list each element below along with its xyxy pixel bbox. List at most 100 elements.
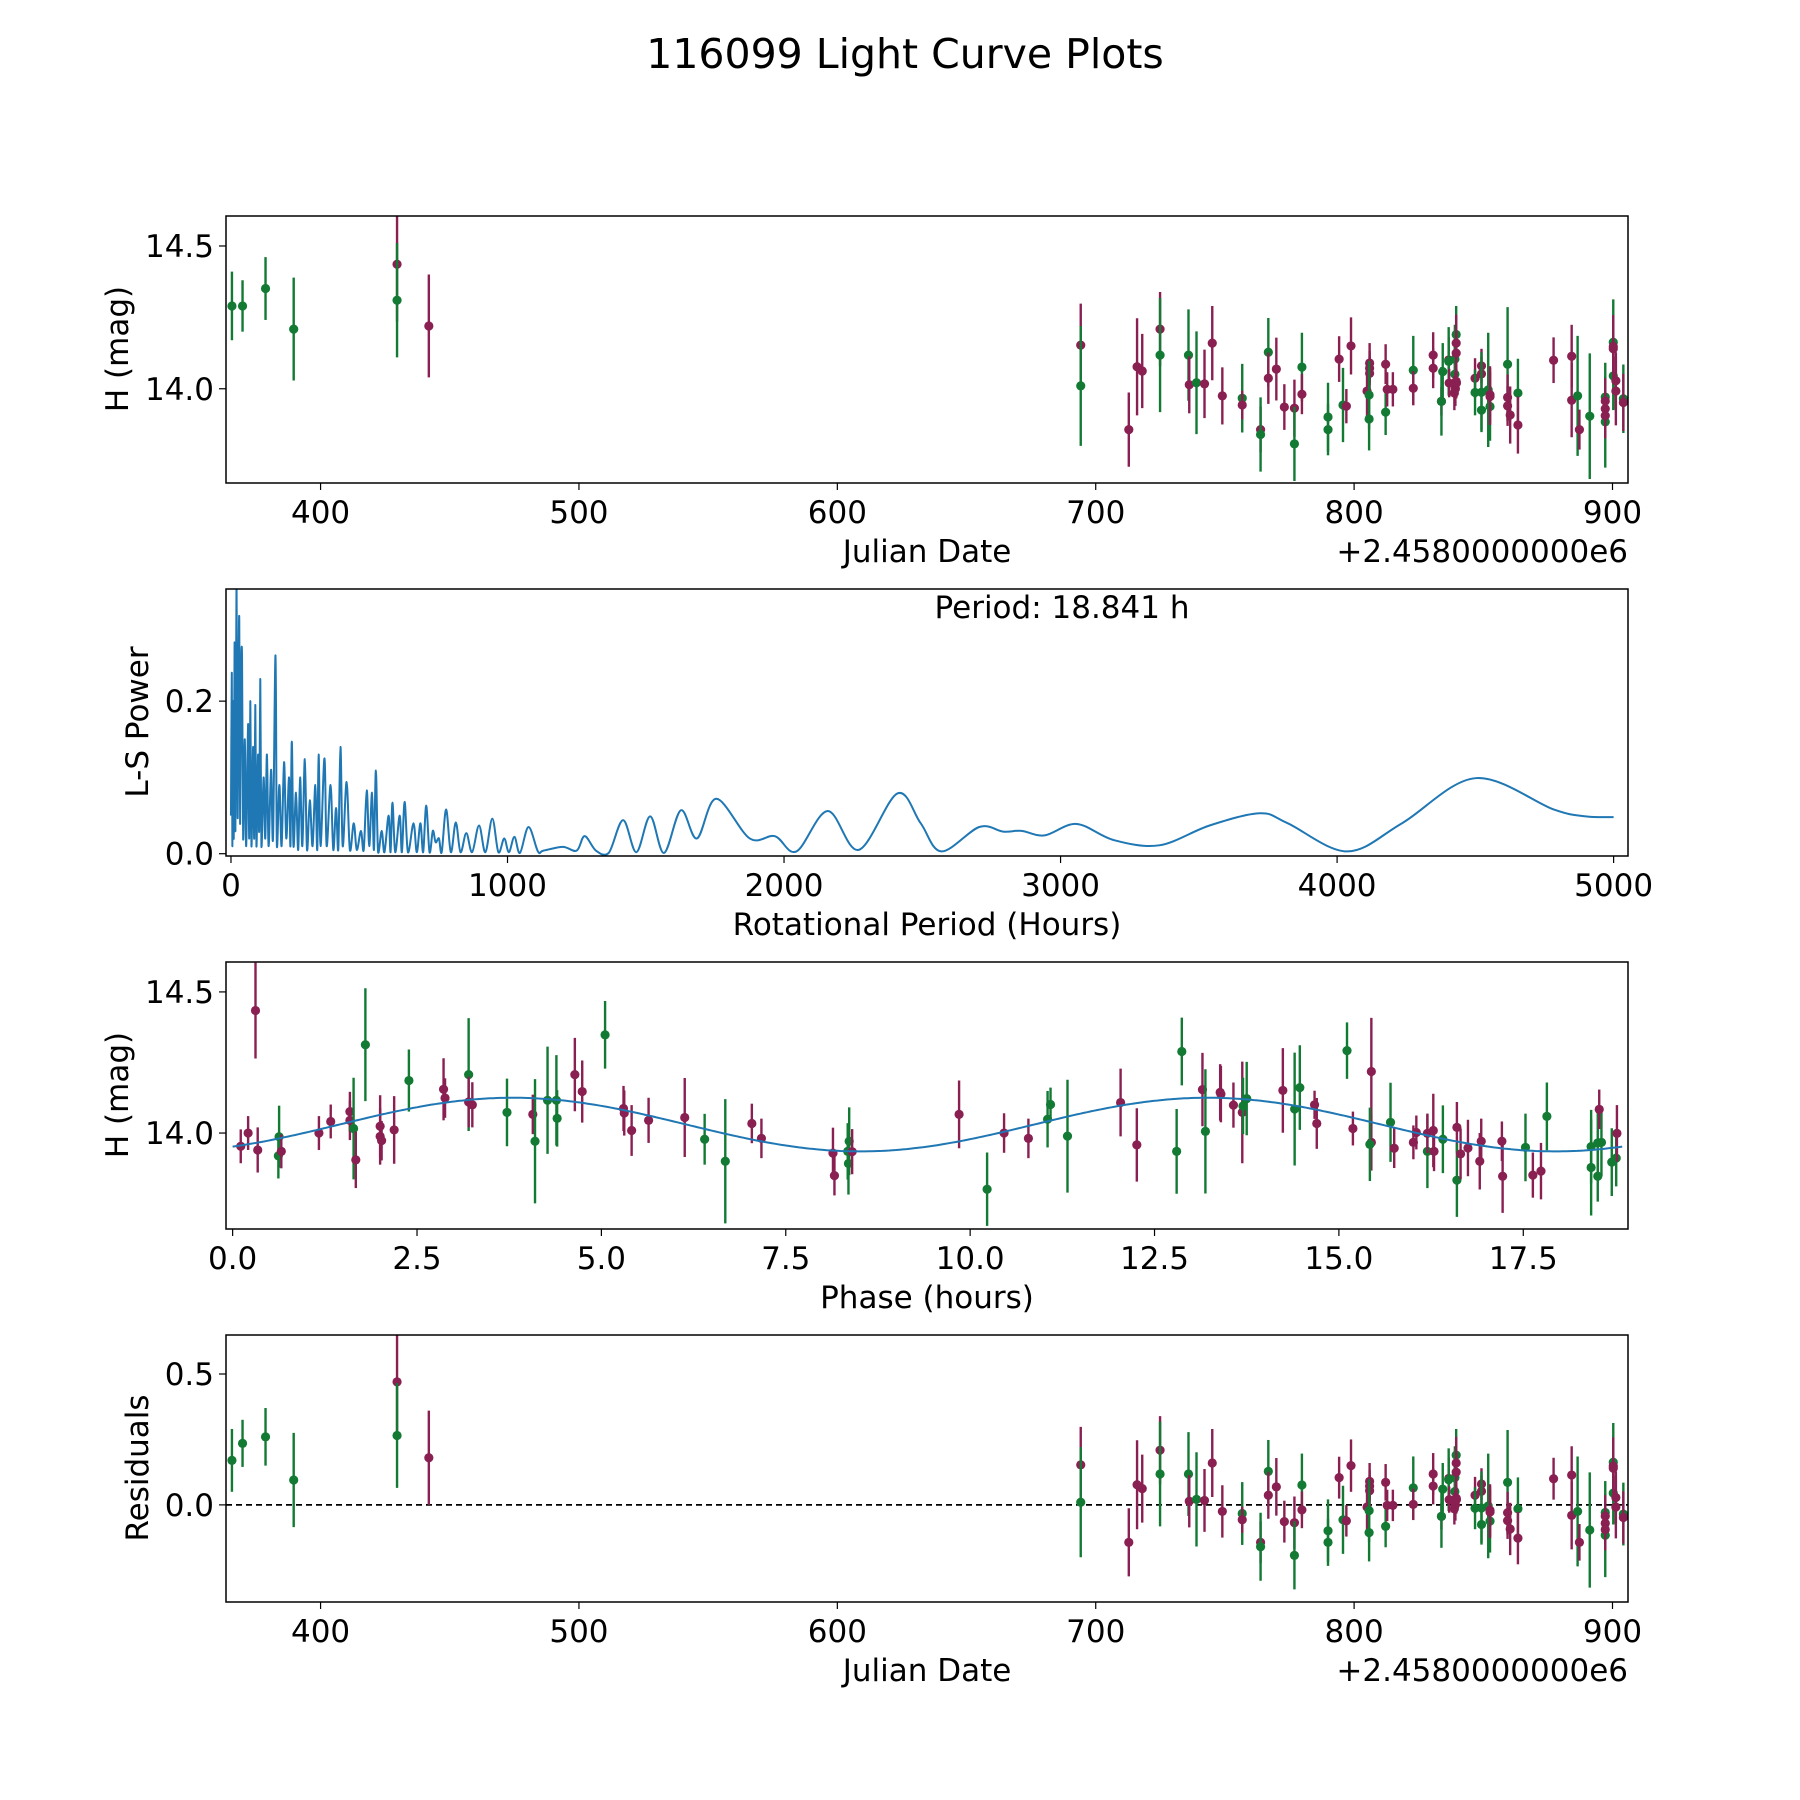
data-point [326,1116,336,1127]
data-point [530,1136,540,1146]
data-point [1505,1524,1515,1534]
x-tick-label: 12.5 [1120,1241,1189,1277]
data-point [1155,350,1165,360]
data-point [680,1112,690,1123]
data-point [1023,1133,1034,1144]
data-point [1408,1483,1418,1493]
data-point [1191,1494,1202,1504]
data-point [1271,364,1281,374]
y-tick-label: 0.0 [165,837,214,873]
data-point [243,1128,253,1138]
data-point [700,1134,710,1144]
axes-frame [225,588,1629,857]
data-point [1428,1481,1438,1491]
x-tick-label: 800 [1325,1614,1384,1650]
data-point [1485,391,1495,402]
data-point [1438,1484,1448,1494]
data-point [1608,1463,1618,1473]
data-point [1184,380,1194,390]
data-point [1502,359,1513,369]
data-point [1183,1469,1194,1479]
data-point [627,1125,637,1136]
data-point [1124,1537,1134,1547]
data-point [1475,1156,1485,1166]
data-point [1444,378,1454,388]
data-point [351,1155,361,1165]
data-point [1183,350,1194,360]
data-point [1585,1525,1595,1535]
data-point [348,1123,359,1134]
x-tick-label: 500 [549,495,608,531]
x-tick-label: 600 [808,495,867,531]
data-point [982,1184,992,1194]
data-point [1137,1484,1147,1494]
lightcurve-offset-text: +2.4580000000e6 [1336,534,1628,570]
data-point [829,1171,840,1181]
data-point [1381,407,1391,417]
data-point [227,301,237,311]
data-point [237,301,248,311]
data-point [1184,1496,1194,1506]
data-point [1611,1502,1621,1512]
axes-frame [225,1334,1629,1603]
data-point [502,1107,512,1118]
data-point [1594,1104,1604,1114]
axes-frame [225,961,1629,1230]
data-point [1062,1131,1073,1141]
period-annotation: Period: 18.841 h [935,590,1190,626]
periodogram-panel: 0 1000 2000 3000 4000 5000 0.0 0.2 [165,588,1653,904]
data-point [1341,1516,1351,1526]
data-point [1567,351,1577,361]
data-point [552,1113,562,1123]
y-tick-label: 14.5 [145,229,214,265]
data-point [392,1430,402,1441]
data-point [260,1432,271,1442]
data-point [1237,1515,1247,1525]
data-point [1365,1139,1375,1149]
data-point [1076,1497,1086,1507]
data-point [1476,1136,1486,1146]
data-point [1297,362,1307,372]
data-point [1470,1503,1480,1513]
data-point [389,1125,399,1135]
data-point [1513,1533,1523,1543]
x-tick-label: 1000 [468,868,547,904]
data-point [1217,391,1227,401]
data-point [1342,1046,1352,1056]
data-point [570,1070,580,1080]
figure-title: 116099 Light Curve Plots [646,30,1164,78]
data-point [1548,1474,1559,1484]
data-point [1548,355,1559,365]
data-point [260,283,271,294]
data-point [1485,1507,1495,1517]
data-point [467,1100,477,1110]
data-point [1593,1171,1603,1181]
data-point [1255,429,1266,440]
data-point [377,1136,387,1146]
data-point [424,321,434,331]
data-point [1263,373,1273,383]
data-point [464,1070,474,1080]
plot-area [227,216,1628,482]
plot-area [229,589,1614,856]
data-point [1574,1537,1585,1547]
data-point [1470,387,1480,398]
data-point [1289,1550,1300,1561]
x-tick-label: 4000 [1298,868,1377,904]
x-tick-label: 3000 [1021,868,1100,904]
x-tick-label: 700 [1066,1614,1125,1650]
data-point [1132,1140,1142,1150]
data-point [1438,367,1448,377]
plot-area [232,962,1623,1226]
y-tick-label: 0.5 [165,1357,214,1393]
data-point [1124,425,1134,435]
data-point [1585,411,1595,421]
data-point [1279,402,1289,412]
data-point [1618,397,1628,408]
x-tick-label: 400 [291,495,350,531]
data-point [289,1475,299,1485]
x-tick-label: 0 [221,868,241,904]
data-point [1528,1170,1538,1180]
lightcurve-panel: 400 500 600 700 800 900 14.0 14.5 [145,215,1642,531]
